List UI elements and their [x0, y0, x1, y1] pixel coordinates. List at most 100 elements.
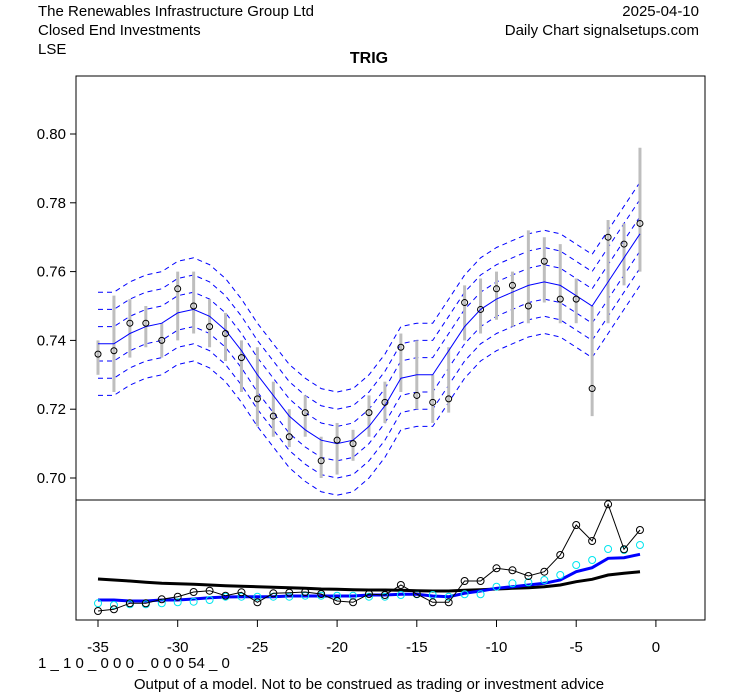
close-point [620, 240, 628, 248]
oscillator-point [412, 590, 421, 598]
cyan-markers-point [94, 599, 102, 608]
close-point [461, 299, 469, 307]
x-tick-label: -20 [326, 639, 348, 656]
close-point [142, 319, 150, 327]
oscillator-point [364, 590, 373, 598]
cyan-markers-point [476, 590, 485, 599]
cyan-markers-point [205, 596, 214, 604]
close-point [381, 398, 389, 406]
close-point [349, 440, 357, 448]
cyan-markers-point [604, 545, 613, 553]
close-point [604, 233, 612, 241]
oscillator-point [333, 597, 342, 605]
oscillator-point [540, 567, 549, 576]
oscillator-point [428, 598, 437, 607]
black-average-line [97, 570, 641, 593]
close-point [253, 395, 261, 403]
close-point [94, 350, 102, 358]
cyan-markers-point [460, 590, 469, 599]
close-point [508, 281, 516, 289]
disclaimer: Output of a model. Not to be construed a… [133, 676, 605, 693]
cyan-markers-point [109, 601, 118, 609]
close-point [429, 398, 437, 406]
band-line [98, 199, 641, 410]
close-point [317, 457, 325, 465]
model-code: 1 _ 1 0 _ 0 0 0 _ 0 0 0 54 _ 0 [38, 655, 230, 672]
blue-average-line [98, 552, 641, 603]
x-tick-label: -35 [87, 639, 109, 656]
plot-frame [75, 75, 706, 621]
y-tick-label: 0.76 [37, 264, 66, 281]
close-point [333, 436, 341, 444]
oscillator-point [508, 566, 517, 575]
band-line [98, 267, 641, 479]
close-point [524, 302, 532, 310]
chart-date: 2025-04-10 [622, 3, 699, 20]
oscillator-point [572, 521, 581, 529]
close-point [222, 330, 230, 338]
category: Closed End Investments [38, 22, 201, 39]
oscillator-point [396, 581, 405, 589]
chart-title: TRIG [349, 50, 389, 67]
x-tick-label: -25 [247, 639, 269, 656]
cyan-markers-point [444, 592, 453, 601]
close-point [237, 354, 245, 362]
band-line [98, 216, 641, 427]
oscillator-point [269, 589, 278, 598]
cyan-markers-point [492, 582, 501, 591]
cyan-markers-point [524, 578, 533, 587]
cyan-markers-point [253, 592, 262, 601]
oscillator-point [301, 588, 310, 596]
cyan-markers-point [173, 598, 182, 607]
oscillator-point [476, 577, 485, 585]
oscillator-point [588, 537, 597, 545]
y-tick-label: 0.78 [37, 195, 66, 212]
close-point [365, 409, 373, 417]
oscillator-point [157, 595, 166, 604]
oscillator-point [635, 526, 644, 534]
close-point [126, 319, 134, 327]
oscillator-point [556, 551, 565, 559]
exchange: LSE [38, 41, 67, 58]
oscillator-point [109, 605, 118, 614]
company-name: The Renewables Infrastructure Group Ltd [38, 3, 314, 20]
cyan-markers-point [237, 592, 246, 601]
close-point [556, 295, 564, 303]
band-line [98, 285, 641, 496]
cyan-markers-point [588, 556, 597, 564]
close-point [477, 305, 485, 313]
oscillator-point [94, 607, 102, 615]
close-point [540, 257, 548, 265]
close-point [269, 412, 277, 420]
close-point [397, 343, 405, 351]
close-point [572, 295, 580, 303]
y-tick-label: 0.70 [37, 470, 66, 487]
oscillator-point [237, 588, 246, 597]
fit-line [98, 233, 641, 445]
close-point [588, 385, 596, 393]
x-tick-label: -5 [570, 639, 583, 656]
oscillator-point [173, 592, 182, 601]
close-point [110, 347, 118, 355]
close-point [413, 391, 421, 399]
oscillator-point [604, 500, 613, 509]
y-tick-label: 0.74 [37, 332, 66, 349]
oscillator-point [524, 572, 533, 580]
close-point [206, 323, 214, 331]
oscillator-point [221, 591, 230, 600]
oscillator-point [205, 586, 214, 595]
close-point [285, 433, 293, 441]
cyan-markers-point [508, 579, 517, 588]
oscillator-point [620, 545, 629, 554]
oscillator-point [317, 590, 326, 598]
band-line [98, 181, 641, 393]
oscillator-point [492, 564, 501, 573]
cyan-markers-point [333, 591, 342, 600]
close-point [636, 219, 644, 227]
oscillator-point [125, 599, 134, 608]
band-line [98, 250, 641, 462]
close-point [301, 409, 309, 417]
oscillator-line [97, 502, 641, 612]
